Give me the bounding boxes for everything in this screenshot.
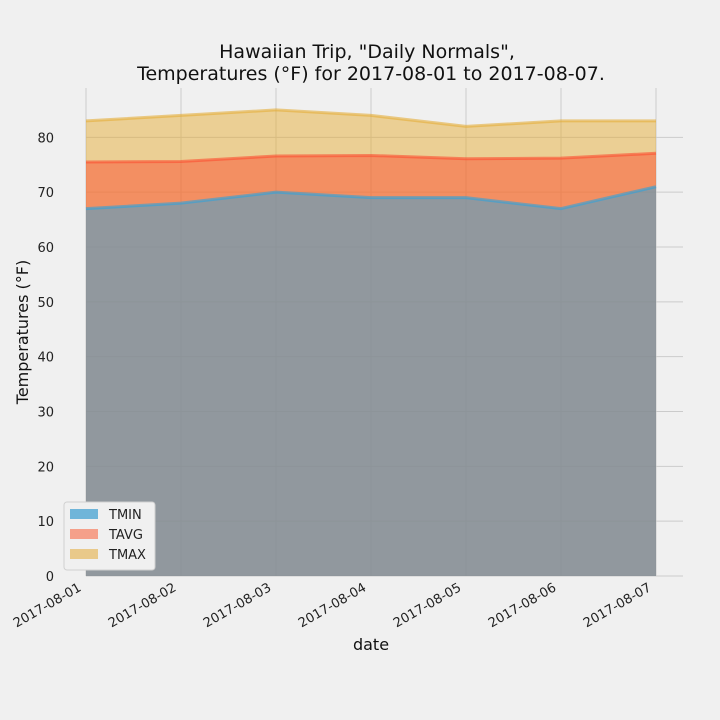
x-tick-label: 2017-08-02 xyxy=(106,580,179,631)
series-areas xyxy=(86,109,656,576)
x-tick-label: 2017-08-04 xyxy=(296,580,369,631)
y-tick-label: 60 xyxy=(37,241,54,256)
y-tick-label: 30 xyxy=(37,406,54,421)
x-tick-label: 2017-08-05 xyxy=(391,580,464,631)
legend-label-tavg: TAVG xyxy=(108,528,143,543)
x-tick-label: 2017-08-06 xyxy=(486,580,559,631)
legend-label-tmin: TMIN xyxy=(108,508,142,523)
x-tick-labels: 2017-08-01 2017-08-02 2017-08-03 2017-08-04… xyxy=(11,580,654,631)
series-lines xyxy=(85,108,657,211)
chart-title-line-1: Hawaiian Trip, "Daily Normals", xyxy=(219,41,515,63)
line-tmax xyxy=(85,108,656,128)
legend-swatch-tavg xyxy=(70,529,98,539)
y-tick-label: 40 xyxy=(37,351,54,366)
y-tick-label: 20 xyxy=(37,460,54,475)
chart-title-line-2: Temperatures (°F) for 2017-08-01 to 2017… xyxy=(136,63,605,85)
y-tick-label: 50 xyxy=(37,296,54,311)
y-tick-label: 80 xyxy=(37,131,54,146)
x-tick-label: 2017-08-01 xyxy=(11,580,84,631)
y-axis-label: Temperatures (°F) xyxy=(13,260,32,405)
x-tick-label: 2017-08-03 xyxy=(201,580,274,631)
x-axis-label: date xyxy=(353,635,389,654)
y-tick-label: 0 xyxy=(46,570,54,585)
x-tick-label: 2017-08-07 xyxy=(581,580,654,631)
legend: TMIN TAVG TMAX xyxy=(63,501,156,571)
line-tavg xyxy=(85,151,657,164)
legend-label-tmax: TMAX xyxy=(108,548,146,563)
legend-swatch-tmax xyxy=(70,549,98,559)
y-tick-label: 70 xyxy=(37,186,54,201)
line-tmin xyxy=(85,185,657,211)
y-tick-label: 10 xyxy=(37,515,54,530)
area-tmin xyxy=(86,186,656,576)
y-tick-labels: 0 10 20 30 40 50 60 70 80 xyxy=(37,131,54,585)
legend-swatch-tmin xyxy=(70,509,98,519)
